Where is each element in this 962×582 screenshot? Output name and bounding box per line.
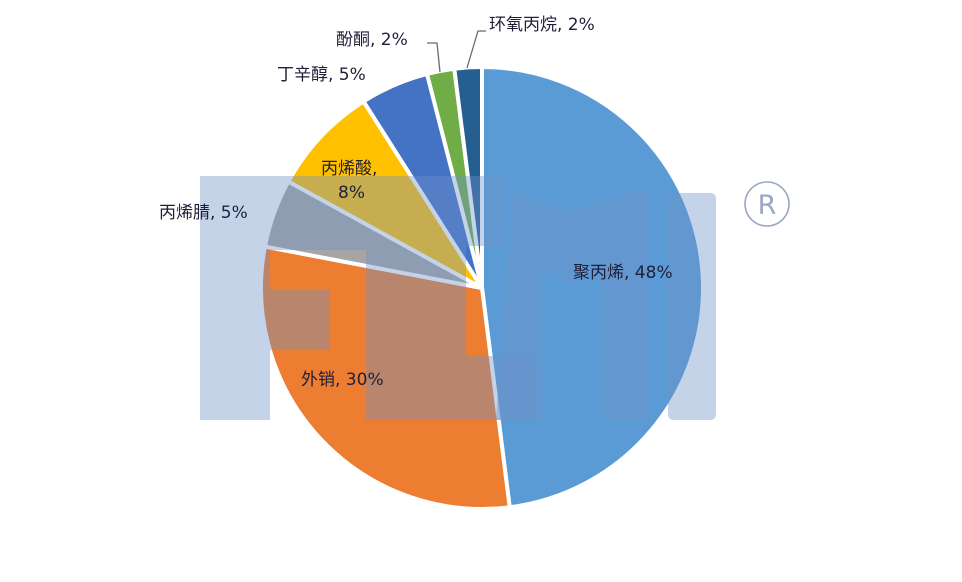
label-acrylic-acid-pct: 8% — [338, 183, 365, 203]
registered-mark: R — [744, 181, 790, 227]
leader-lines — [427, 30, 486, 73]
pie-slice-0 — [480, 65, 706, 510]
label-acrylic-acid-name: 丙烯酸, — [321, 159, 377, 179]
label-phenol-ketone: 酚酮, 2% — [336, 30, 408, 50]
watermark-letter-m — [496, 192, 648, 420]
watermark-logo — [200, 176, 716, 420]
pie-slice-6 — [452, 64, 484, 290]
pie-slice-1 — [259, 244, 512, 511]
label-acrylonitrile: 丙烯腈, 5% — [159, 203, 248, 223]
label-polypropylene: 聚丙烯, 48% — [573, 263, 673, 283]
label-propylene-oxide: 环氧丙烷, 2% — [489, 15, 595, 35]
label-butanol-octanol: 丁辛醇, 5% — [277, 65, 366, 85]
registered-letter: R — [758, 190, 777, 221]
pie-slices — [259, 64, 706, 511]
watermark-letter-c — [436, 176, 536, 420]
pie-slice-3 — [286, 99, 484, 290]
leader-line-phenol — [427, 42, 441, 73]
watermark-letter-a — [200, 176, 436, 420]
leader-line-po — [466, 30, 486, 69]
watermark-block — [200, 300, 256, 418]
label-export: 外销, 30% — [301, 370, 384, 390]
watermark-bar-right — [668, 193, 716, 420]
data-labels: 聚丙烯, 48% 外销, 30% 丙烯腈, 5% 丙烯酸, 8% 丁辛醇, 5%… — [159, 15, 673, 390]
